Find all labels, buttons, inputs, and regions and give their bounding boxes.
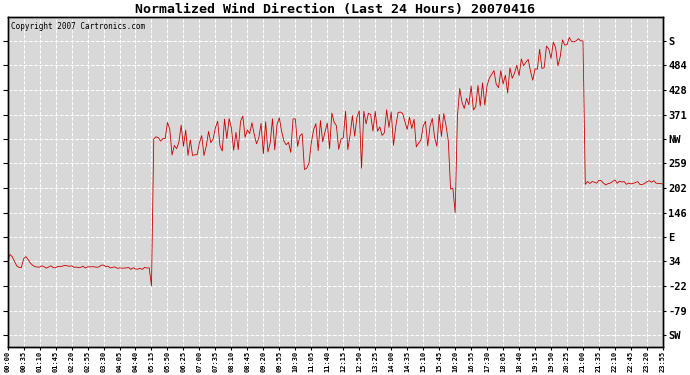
Title: Normalized Wind Direction (Last 24 Hours) 20070416: Normalized Wind Direction (Last 24 Hours…: [135, 3, 535, 16]
Text: Copyright 2007 Cartronics.com: Copyright 2007 Cartronics.com: [11, 22, 145, 31]
